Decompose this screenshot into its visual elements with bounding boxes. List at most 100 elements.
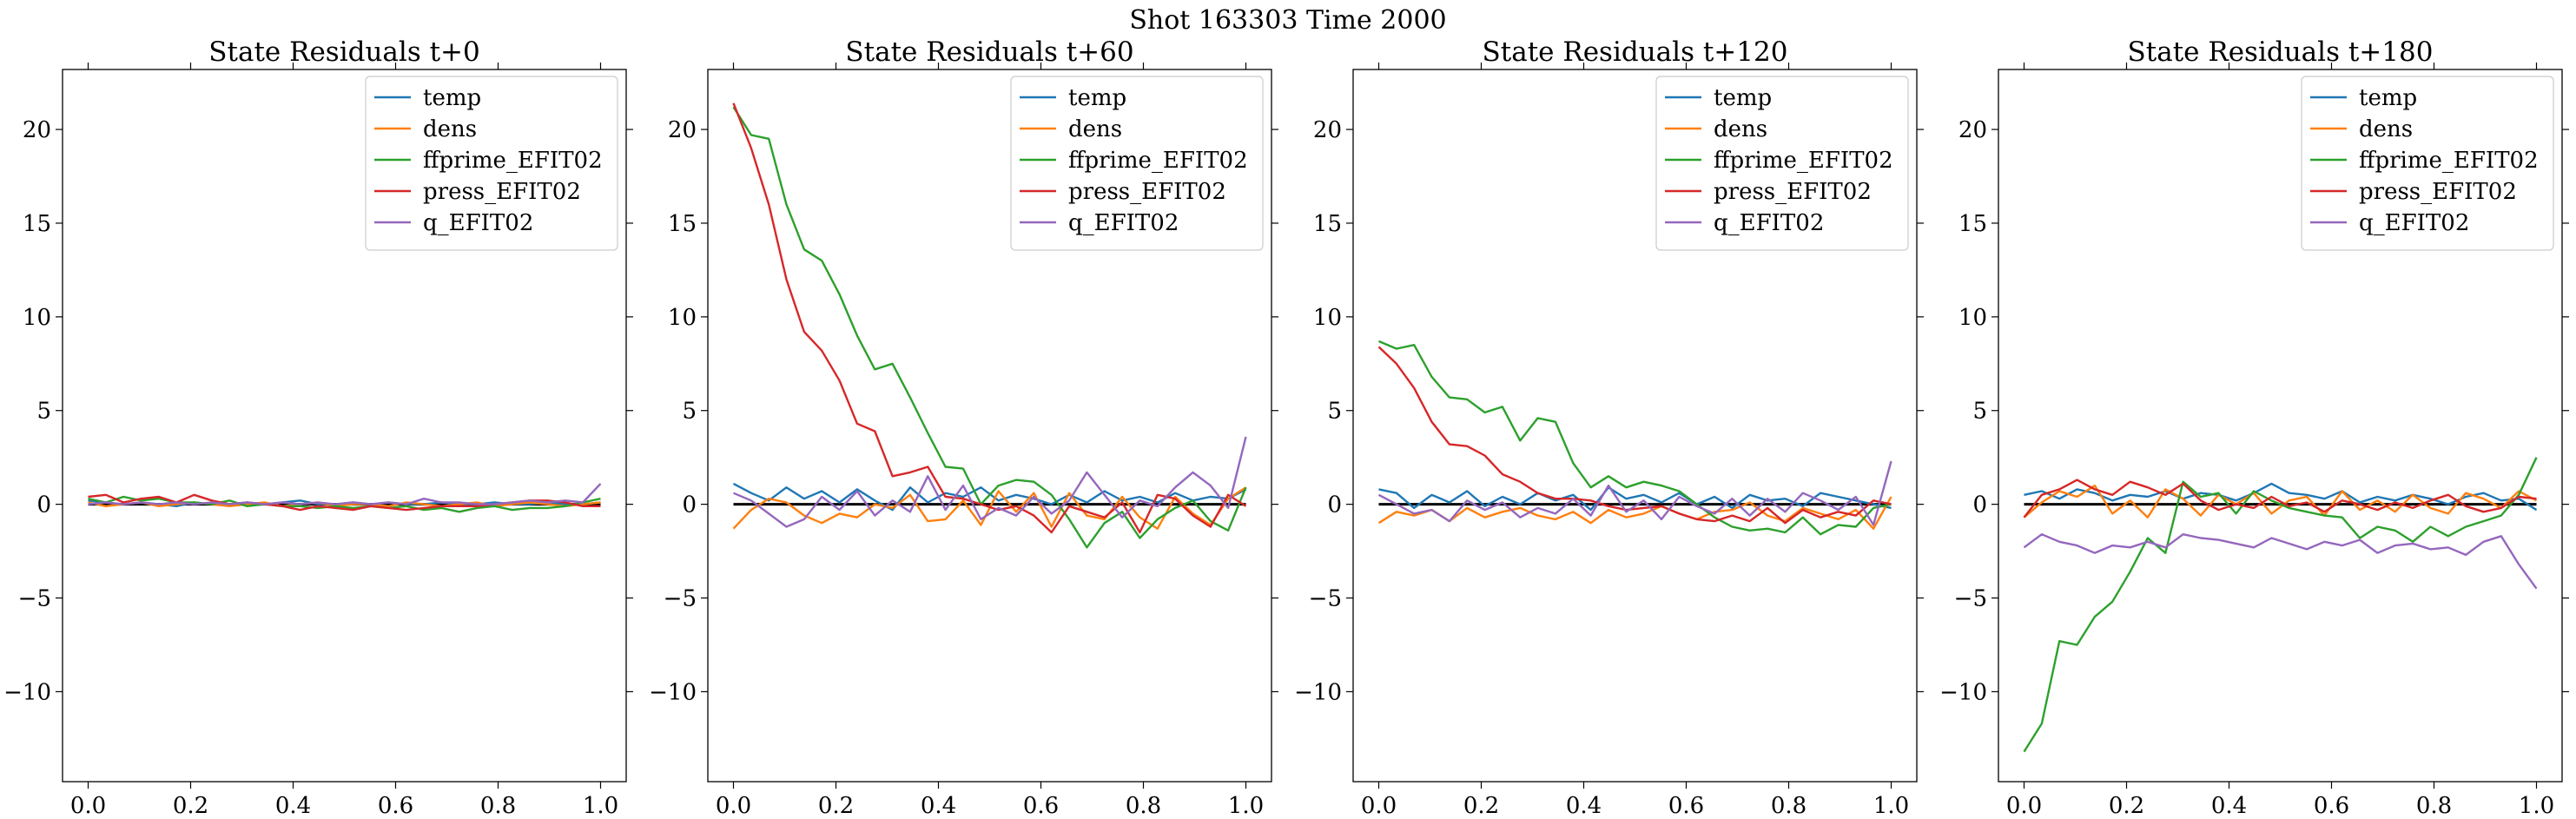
legend-label: q_EFIT02	[2359, 210, 2469, 236]
x-tick-label: 0.4	[2211, 793, 2247, 819]
y-tick-label: 20	[1313, 117, 1342, 143]
legend-box	[2301, 76, 2554, 251]
legend-label: temp	[1068, 85, 1126, 111]
y-tick-label: −10	[1939, 679, 1987, 705]
y-tick-label: −5	[1954, 586, 1987, 612]
figure-suptitle: Shot 163303 Time 2000	[1129, 5, 1446, 36]
axes-frame	[1998, 69, 2563, 783]
y-tick-label: 15	[1958, 211, 1987, 237]
legend-label: ffprime_EFIT02	[1068, 148, 1248, 174]
series-line-q_EFIT02	[1377, 460, 1892, 526]
x-tick-label: 0.6	[1668, 793, 1704, 819]
x-tick-label: 0.6	[378, 793, 413, 819]
legend-label: temp	[2359, 85, 2417, 111]
x-tick-label: 0.8	[1126, 793, 1161, 819]
y-tick-label: −5	[1309, 586, 1342, 612]
legend-label: press_EFIT02	[2359, 179, 2517, 205]
subplot-title: State Residuals t+120	[1483, 36, 1788, 68]
legend-label: press_EFIT02	[1068, 179, 1226, 205]
legend-label: temp	[423, 85, 481, 111]
x-tick-label: 1.0	[1873, 793, 1909, 819]
legend-label: press_EFIT02	[1714, 179, 1872, 205]
series-line-press_EFIT02	[1377, 346, 1892, 525]
y-tick-label: 5	[1972, 399, 1987, 425]
y-tick-label: 5	[682, 399, 697, 425]
y-tick-label: 15	[1313, 211, 1342, 237]
series-line-temp	[1378, 486, 1892, 512]
series-line-dens	[88, 501, 601, 507]
x-tick-label: 0.0	[716, 793, 751, 819]
legend: temp dens ffprime_EFIT02 press_EFIT02 q_EFIT…	[2301, 76, 2554, 251]
x-tick-label: 0.2	[2109, 793, 2144, 819]
y-tick-label: 0	[682, 492, 697, 518]
series-line-q_EFIT02	[88, 483, 602, 505]
series-line-dens	[1377, 496, 1892, 530]
y-tick-label: 10	[23, 305, 51, 331]
x-tick-label: 0.2	[818, 793, 854, 819]
x-tick-label: 0.0	[1361, 793, 1397, 819]
x-tick-label: 1.0	[1228, 793, 1264, 819]
subplot-grid: State Residuals t+0 0.0 0.2 0.4 0.6 0.8 1.0 −10…	[3, 36, 2569, 819]
y-tick-label: 20	[23, 117, 51, 143]
x-tick-label: 0.4	[921, 793, 956, 819]
y-tick-label: 20	[668, 117, 697, 143]
legend-label: ffprime_EFIT02	[2359, 148, 2539, 174]
series-line-dens	[2023, 484, 2538, 518]
y-tick-label: 5	[36, 399, 51, 425]
legend-label: ffprime_EFIT02	[1714, 148, 1893, 174]
legend-label: q_EFIT02	[1068, 210, 1179, 236]
subplot-3: State Residuals t+120 0.0 0.2 0.4 0.6 0.8 1.0 −…	[1294, 36, 1924, 819]
axes-frame	[62, 69, 627, 783]
legend: temp dens ffprime_EFIT02 press_EFIT02 q_EFIT…	[1655, 76, 1909, 251]
series-line-ffprime_EFIT02	[1378, 340, 1892, 536]
y-tick-label: 20	[1958, 117, 1987, 143]
y-tick-label: 0	[1972, 492, 1987, 518]
y-tick-label: 0	[1327, 492, 1342, 518]
x-tick-label: 0.0	[70, 793, 106, 819]
legend: temp dens ffprime_EFIT02 press_EFIT02 q_EFIT…	[365, 76, 618, 251]
series-line-q_EFIT02	[733, 436, 1247, 528]
x-tick-label: 0.6	[2314, 793, 2349, 819]
axes-frame	[1352, 69, 1918, 783]
x-tick-label: 0.6	[1023, 793, 1059, 819]
x-tick-label: 0.4	[275, 793, 311, 819]
x-tick-label: 0.2	[173, 793, 208, 819]
y-tick-label: −10	[1294, 679, 1342, 705]
series-line-q_EFIT02	[2023, 533, 2538, 590]
legend-box	[365, 76, 618, 251]
series-line-ffprime_EFIT02	[732, 106, 1247, 549]
x-tick-label: 0.0	[2006, 793, 2042, 819]
series-line-ffprime_EFIT02	[2023, 457, 2538, 753]
x-tick-label: 0.4	[1566, 793, 1602, 819]
legend-box	[1655, 76, 1909, 251]
y-tick-label: −10	[649, 679, 697, 705]
subplot-title: State Residuals t+60	[845, 36, 1133, 68]
y-tick-label: −5	[664, 586, 697, 612]
x-tick-label: 0.8	[1771, 793, 1807, 819]
y-tick-label: 5	[1327, 399, 1342, 425]
x-tick-label: 1.0	[2519, 793, 2554, 819]
legend-label: dens	[1068, 116, 1122, 142]
y-tick-label: 15	[668, 211, 697, 237]
y-tick-label: −10	[3, 679, 51, 705]
legend-label: press_EFIT02	[423, 179, 581, 205]
legend-label: dens	[423, 116, 477, 142]
series-line-press_EFIT02	[2023, 479, 2537, 518]
series-line-press_EFIT02	[732, 102, 1247, 534]
legend-label: q_EFIT02	[1714, 210, 1824, 236]
y-tick-label: 0	[36, 492, 51, 518]
subplot-4: State Residuals t+180 0.0 0.2 0.4 0.6 0.8 1.0 −…	[1939, 36, 2569, 819]
y-tick-label: 15	[23, 211, 51, 237]
legend: temp dens ffprime_EFIT02 press_EFIT02 q_EFIT…	[1010, 76, 1264, 251]
subplot-title: State Residuals t+0	[208, 36, 479, 68]
x-tick-label: 0.8	[2416, 793, 2452, 819]
subplot-2: State Residuals t+60 0.0 0.2 0.4 0.6 0.8 1.0 −1…	[649, 36, 1278, 819]
legend-label: q_EFIT02	[423, 210, 533, 236]
subplot-1: State Residuals t+0 0.0 0.2 0.4 0.6 0.8 1.0 −10…	[3, 36, 633, 819]
x-tick-label: 1.0	[583, 793, 618, 819]
legend-label: temp	[1714, 85, 1772, 111]
axes-frame	[707, 69, 1272, 783]
subplot-title: State Residuals t+180	[2128, 36, 2434, 68]
series-line-temp	[2024, 482, 2538, 512]
